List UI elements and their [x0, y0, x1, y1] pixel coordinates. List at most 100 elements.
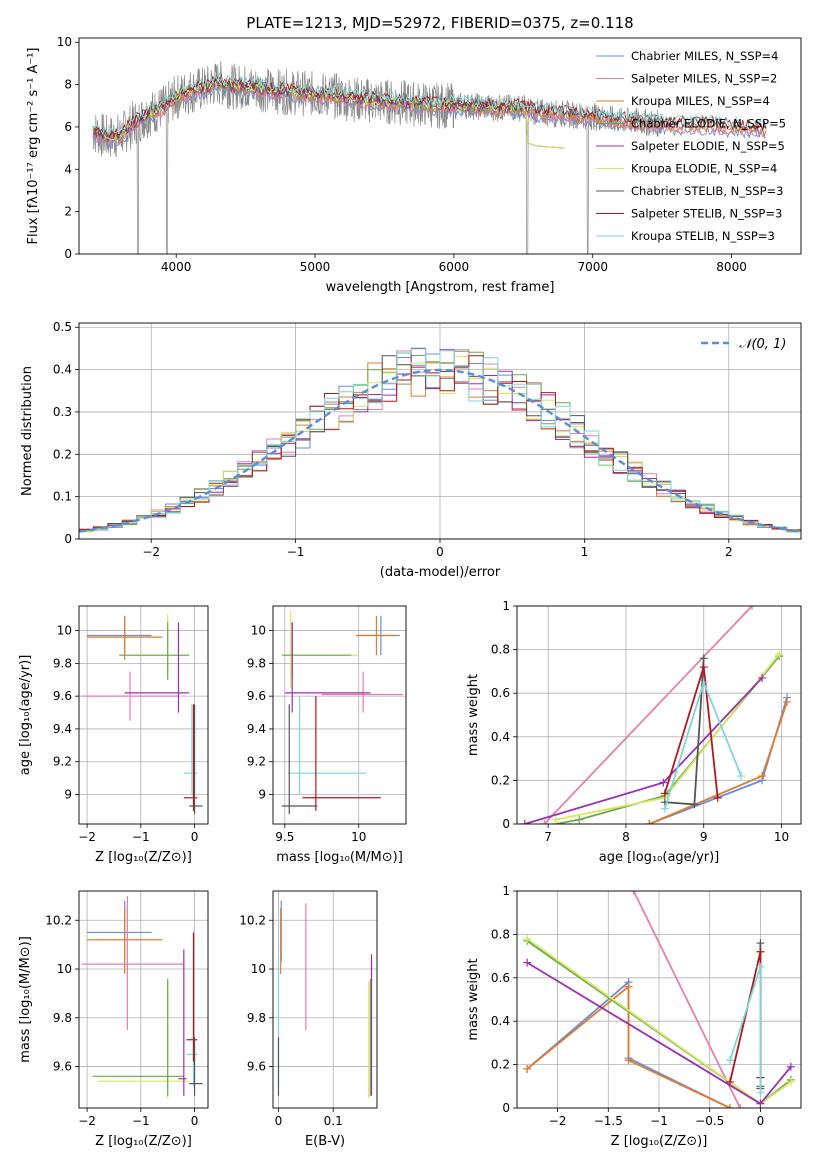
x-tick-label: 5000: [300, 260, 331, 274]
weight-marker: [786, 1077, 795, 1086]
legend-label: Chabrier MILES, N_SSP=4: [631, 49, 778, 63]
y-tick-label: 0.5: [53, 320, 72, 334]
y-tick-label: 0: [502, 1101, 510, 1115]
weight-marker: [756, 1088, 765, 1097]
panel-mass_vs_Z: −2 −1 0 9.6 9.8 10 10.2 Z [log₁₀(Z/Z⊙)] mass [lo…: [18, 890, 209, 1149]
weight-marker: [756, 939, 765, 948]
plot-area-weight_vs_age: [520, 606, 791, 824]
weight-line: [729, 951, 762, 1083]
y-tick-label: 0: [64, 247, 72, 261]
plot-area-mass_vs_Z: [81, 895, 203, 1099]
weight-marker: [629, 891, 638, 895]
y-tick-label: 0.4: [53, 363, 72, 377]
legend-label: Salpeter STELIB, N_SSP=3: [631, 207, 782, 221]
weight-marker: [690, 800, 699, 809]
y-tick-label: 10: [251, 962, 266, 976]
y-tick-label: 10.2: [45, 913, 72, 927]
y-tick-label: 0.2: [491, 1058, 510, 1072]
axes-frame: [272, 605, 407, 825]
weight-marker: [737, 772, 746, 781]
axes-frame: [78, 322, 802, 540]
weight-line: [632, 891, 741, 1108]
spectrum-legend: Chabrier MILES, N_SSP=4 Salpeter MILES, N…: [596, 49, 786, 243]
x-tick-label: 9: [700, 830, 708, 844]
spectrum-data-line: [92, 61, 663, 254]
plot-area-age_vs_mass: [281, 610, 404, 815]
x-tick-label: −1: [287, 545, 305, 559]
panel-weight_vs_Z: −2 −1.5 −1 −0.5 0 0 0.2 0.4 0.6 0.8 1 Z [log₁₀(Z/Z⊙…: [466, 884, 802, 1149]
weight-marker: [726, 1104, 734, 1108]
axes-frame: [78, 37, 802, 255]
legend-label: Kroupa ELODIE, N_SSP=4: [631, 162, 777, 176]
x-tick-label: 6000: [439, 260, 470, 274]
legend-label: Chabrier STELIB, N_SSP=3: [631, 184, 783, 198]
legend-label: Kroupa MILES, N_SSP=4: [631, 94, 770, 108]
x-axis-label: age [log₁₀(age/yr)]: [599, 850, 720, 865]
legend-label: Kroupa STELIB, N_SSP=3: [631, 229, 775, 243]
weight-marker: [736, 1104, 745, 1108]
plot-area-mass_vs_ebv: [277, 900, 373, 1099]
x-tick-label: 4000: [161, 260, 192, 274]
y-tick-label: 9.4: [247, 722, 266, 736]
x-tick-label: −2: [78, 1114, 96, 1128]
x-tick-label: 1: [581, 545, 589, 559]
x-axis-label: (data-model)/error: [380, 565, 501, 580]
weight-marker: [756, 1099, 765, 1108]
weight-marker: [782, 697, 791, 706]
y-axis-label: Normed distribution: [20, 366, 35, 496]
y-tick-label: 4: [64, 162, 72, 176]
normal-curve: [79, 368, 799, 533]
x-tick-label: −1: [132, 1114, 150, 1128]
y-tick-label: 1: [502, 884, 510, 898]
y-tick-label: 8: [64, 78, 72, 92]
y-tick-label: 10: [57, 962, 72, 976]
plot-area-weight_vs_Z: [523, 891, 795, 1108]
panel-mass_vs_ebv: 0 0.1 9.6 9.8 10 10.2 E(B-V): [239, 890, 378, 1149]
weight-marker: [726, 1056, 734, 1065]
x-tick-label: −2: [142, 545, 160, 559]
y-tick-label: 9.6: [53, 689, 72, 703]
y-tick-label: 0.2: [491, 773, 510, 787]
weight-marker: [659, 778, 668, 787]
weight-marker: [758, 772, 767, 781]
y-tick-label: 9.6: [247, 1060, 266, 1074]
x-tick-label: −2: [549, 1114, 567, 1128]
y-tick-label: 9.4: [53, 722, 72, 736]
weight-marker: [645, 820, 654, 824]
x-axis-label: wavelength [Angstrom, rest frame]: [326, 280, 555, 295]
histogram-salpeter-stelib: [79, 355, 801, 531]
y-tick-label: 9.8: [247, 1011, 266, 1025]
weight-marker: [540, 820, 549, 824]
x-tick-label: −1.5: [594, 1114, 623, 1128]
weight-marker: [523, 958, 532, 967]
y-tick-label: 6: [64, 120, 72, 134]
x-tick-label: 0: [757, 1114, 765, 1128]
legend-label: Chabrier ELODIE, N_SSP=5: [631, 117, 786, 131]
x-tick-label: −0.5: [695, 1114, 724, 1128]
panel-weight_vs_age: 7 8 9 10 0 0.2 0.4 0.6 0.8 1 age [log₁₀(age/yr)] ma…: [466, 599, 802, 865]
y-tick-label: 0.8: [491, 927, 510, 941]
y-tick-label: 1: [502, 599, 510, 613]
weight-marker: [624, 982, 633, 991]
x-tick-label: −1: [650, 1114, 668, 1128]
y-tick-label: 9.6: [247, 689, 266, 703]
weight-marker: [624, 1056, 633, 1065]
x-tick-label: 9.5: [275, 830, 294, 844]
weight-marker: [775, 649, 784, 658]
y-tick-label: 10: [251, 624, 266, 638]
weight-marker: [523, 934, 532, 943]
legend-label: Salpeter MILES, N_SSP=2: [631, 72, 777, 86]
weight-marker: [699, 663, 708, 672]
y-tick-label: 9.8: [247, 656, 266, 670]
weight-marker: [758, 673, 767, 682]
y-tick-label: 10: [57, 624, 72, 638]
figure-title: PLATE=1213, MJD=52972, FIBERID=0375, z=0…: [246, 14, 633, 32]
x-tick-label: 10: [351, 830, 366, 844]
weight-marker: [575, 815, 584, 824]
weight-marker: [747, 606, 756, 610]
weight-marker: [786, 1062, 795, 1071]
y-tick-label: 0.6: [491, 686, 510, 700]
x-axis-label: Z [log₁₀(Z/Z⊙)]: [611, 1134, 708, 1149]
y-tick-label: 9.2: [247, 755, 266, 769]
histogram-kroupa-stelib: [79, 347, 801, 532]
